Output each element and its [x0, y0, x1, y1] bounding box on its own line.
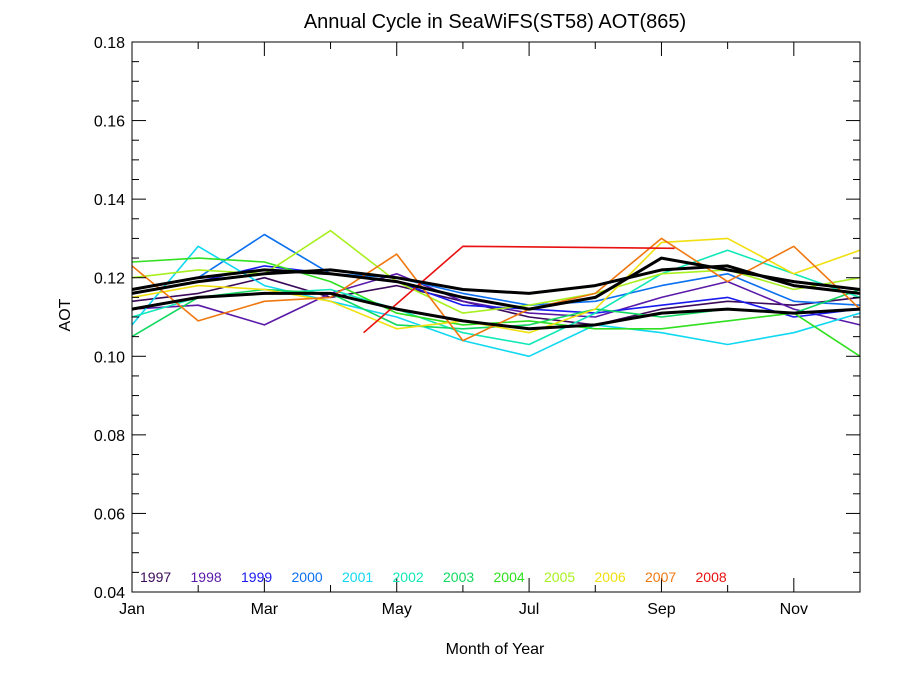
x-tick-label: Jan — [119, 601, 145, 618]
series-line-2008 — [363, 245, 675, 334]
series-line-2001 — [131, 245, 861, 358]
legend-entry-2008: 2008 — [696, 569, 727, 585]
legend-entry-2005: 2005 — [544, 569, 575, 585]
legend-entry-2000: 2000 — [292, 569, 323, 585]
legend: 1997 1998 1999 2000 2001 2002 2003 2004 2005 2006… — [140, 569, 727, 585]
legend-entry-1997: 1997 — [140, 569, 171, 585]
legend-entry-2006: 2006 — [595, 569, 626, 585]
series-line-2000 — [131, 233, 861, 307]
series-line-2002 — [131, 249, 861, 346]
legend-entry-1998: 1998 — [191, 569, 222, 585]
legend-entry-2003: 2003 — [443, 569, 474, 585]
x-tick-label: Sep — [647, 601, 676, 618]
y-axis-label: AOT — [57, 298, 74, 331]
y-tick-label: 0.04 — [94, 585, 125, 602]
legend-entry-1999: 1999 — [241, 569, 272, 585]
legend-entry-2001: 2001 — [342, 569, 373, 585]
axis-ticks: 0.04 0.06 0.08 0.10 0.12 0.14 0.16 0.18 Jan Mar Ma… — [94, 35, 861, 618]
y-tick-label: 0.16 — [94, 114, 125, 131]
series-line-2004 — [131, 257, 861, 357]
y-tick-label: 0.08 — [94, 428, 125, 445]
plot-frame — [131, 41, 861, 593]
x-tick-label: Jul — [519, 601, 539, 618]
y-tick-label: 0.12 — [94, 271, 125, 288]
x-tick-label: Mar — [251, 601, 279, 618]
y-tick-label: 0.06 — [94, 506, 125, 523]
series-line-mean_lower — [131, 291, 861, 331]
series-line-2006 — [131, 237, 861, 334]
x-tick-label: Nov — [780, 601, 808, 618]
legend-entry-2004: 2004 — [494, 569, 525, 585]
y-tick-label: 0.18 — [94, 35, 125, 52]
series-lines — [131, 229, 861, 358]
chart-title: Annual Cycle in SeaWiFS(ST58) AOT(865) — [304, 11, 686, 33]
series-line-2003 — [131, 288, 861, 338]
legend-entry-2007: 2007 — [645, 569, 676, 585]
series-line-1999 — [131, 265, 861, 318]
x-axis-label: Month of Year — [446, 641, 545, 658]
y-tick-label: 0.10 — [94, 349, 125, 366]
legend-entry-2002: 2002 — [393, 569, 424, 585]
x-tick-label: May — [382, 601, 412, 618]
series-line-mean — [131, 256, 861, 311]
series-line-mean_upper — [131, 264, 861, 295]
y-tick-label: 0.14 — [94, 192, 125, 209]
